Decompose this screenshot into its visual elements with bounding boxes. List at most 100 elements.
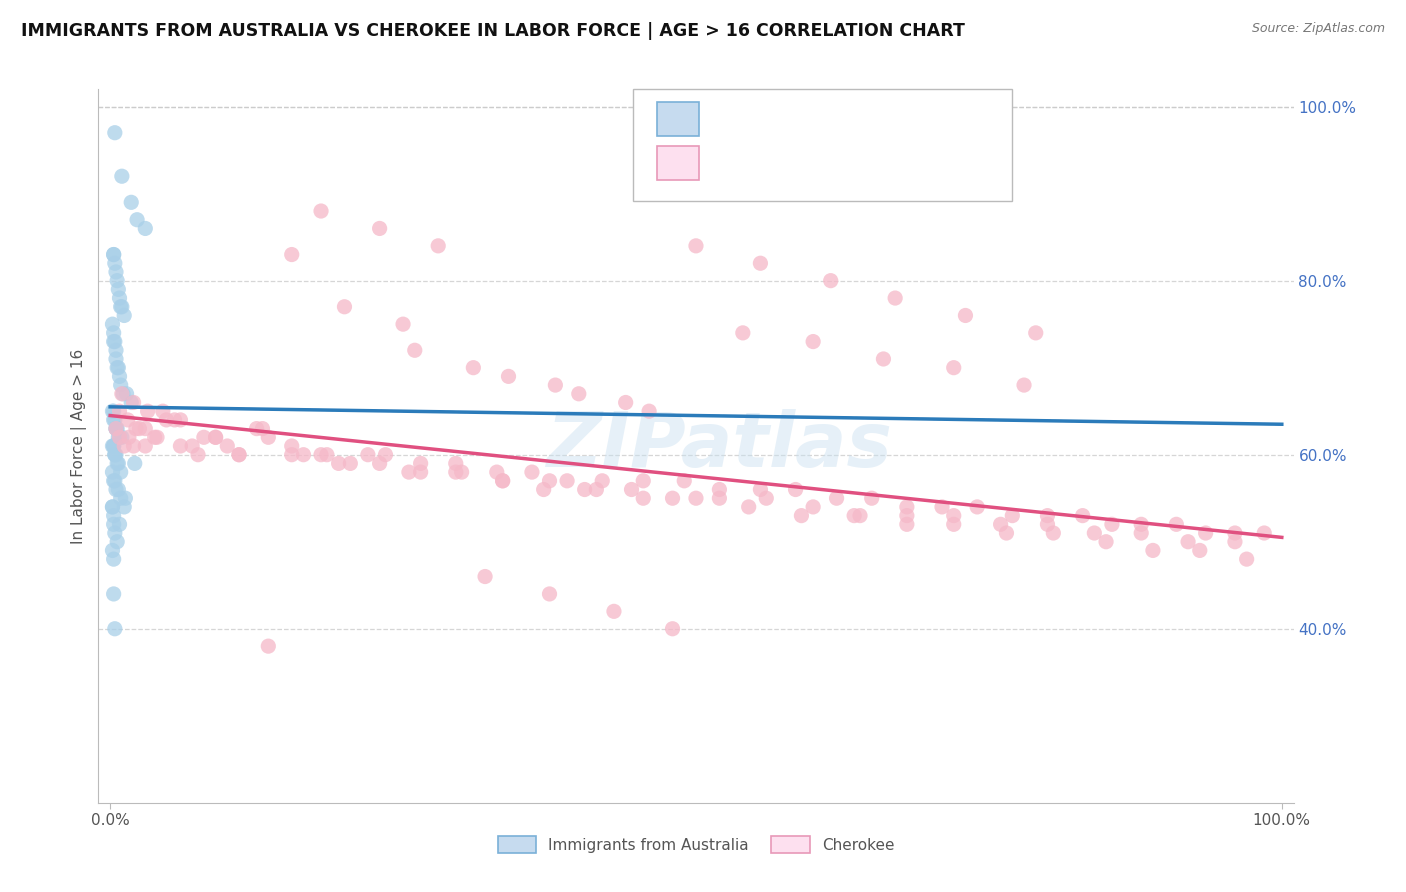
Point [368,457,391,471]
Point [339,457,361,471]
Point [860,491,883,506]
Legend: Immigrants from Australia, Cherokee: Immigrants from Australia, Cherokee [492,830,900,859]
Point [292,448,315,462]
Point [112,439,135,453]
Text: R = -0.008: R = -0.008 [707,110,804,128]
Point [538,587,561,601]
Point [107,282,129,296]
Point [104,474,127,488]
Point [228,448,250,462]
Point [281,439,304,453]
Point [112,386,135,401]
Point [103,326,125,340]
Point [111,386,134,401]
Point [533,483,555,497]
Point [103,404,125,418]
Point [101,543,124,558]
Point [709,483,731,497]
Point [105,448,128,462]
Point [134,421,156,435]
Point [574,483,596,497]
Point [155,413,177,427]
Point [931,500,953,514]
Point [896,517,918,532]
Point [585,483,607,497]
Point [257,639,280,653]
Point [633,474,655,488]
Point [801,500,824,514]
Point [103,552,125,566]
Point [152,404,174,418]
Point [104,334,127,349]
Point [1142,543,1164,558]
Point [1188,543,1211,558]
Point [118,430,141,444]
Point [820,274,842,288]
Point [107,457,129,471]
Point [1195,526,1218,541]
Point [103,439,125,453]
Point [492,474,515,488]
Point [316,448,339,462]
Point [1236,552,1258,566]
Point [108,404,131,418]
Point [111,430,134,444]
Point [169,413,191,427]
Point [246,421,269,435]
Point [1083,526,1105,541]
Point [603,604,626,618]
Point [374,448,396,462]
Point [673,474,696,488]
Point [844,508,866,523]
Point [101,317,124,331]
Point [1177,534,1199,549]
Point [107,430,129,444]
Point [309,448,332,462]
Point [427,239,450,253]
Point [104,526,127,541]
Point [785,483,807,497]
Point [105,343,128,358]
Point [1025,326,1047,340]
Point [544,378,567,392]
Text: N = 134: N = 134 [869,154,943,172]
Point [1253,526,1275,541]
Point [103,334,125,349]
Point [498,369,520,384]
Point [105,360,128,375]
Point [709,491,731,506]
Point [101,500,124,514]
Point [568,386,591,401]
Point [101,404,124,418]
Point [104,448,127,462]
Point [105,421,128,435]
Point [896,508,918,523]
Point [357,448,380,462]
Point [181,439,204,453]
Point [108,369,131,384]
Point [105,274,128,288]
Point [146,430,169,444]
Point [120,395,142,409]
Point [107,483,129,497]
Point [990,517,1012,532]
Point [1130,517,1153,532]
Point [115,386,138,401]
Point [103,247,125,261]
Point [444,465,467,479]
Point [101,439,124,453]
Point [520,465,543,479]
Point [1042,526,1064,541]
Point [281,247,304,261]
Point [1095,534,1118,549]
Point [661,491,683,506]
Point [633,491,655,506]
Point [801,334,824,349]
Point [942,360,965,375]
Point [107,360,129,375]
Point [143,430,166,444]
Point [1071,508,1094,523]
Point [101,465,124,479]
Point [884,291,907,305]
Point [485,465,508,479]
